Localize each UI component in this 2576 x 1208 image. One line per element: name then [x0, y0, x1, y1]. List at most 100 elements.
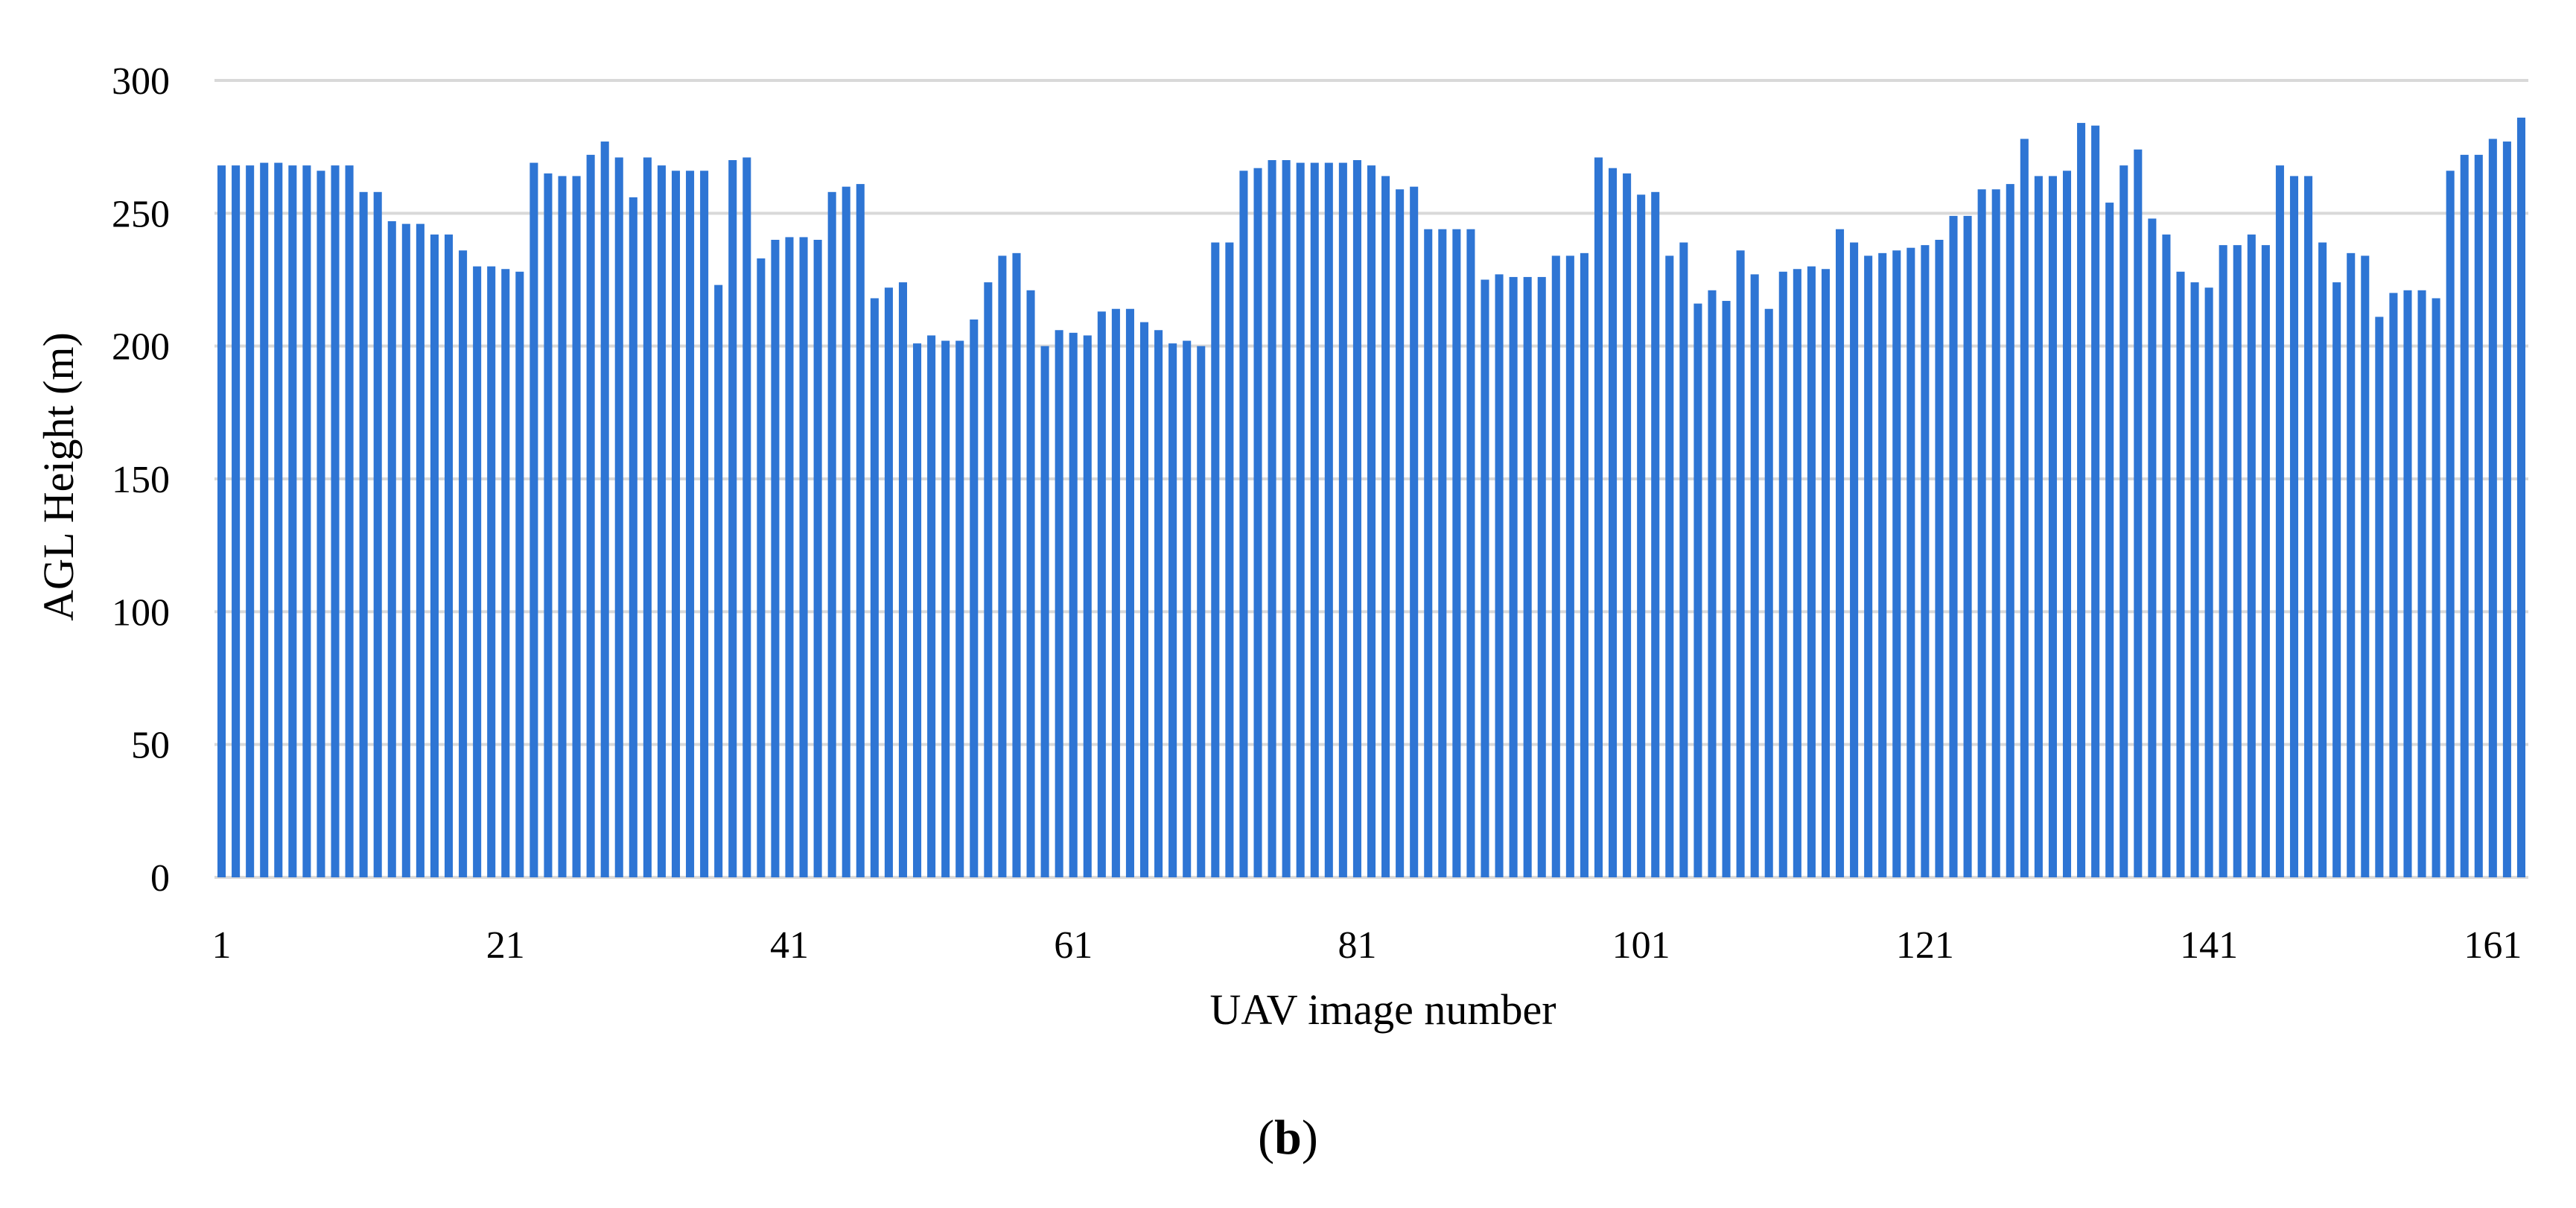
bar-82: [1367, 165, 1376, 878]
bar-163: [2516, 117, 2525, 877]
bar-83: [1381, 176, 1390, 877]
bar-103: [1665, 255, 1674, 877]
bar-48: [884, 287, 893, 877]
bar-144: [2247, 234, 2256, 877]
bar-67: [1154, 330, 1163, 877]
x-tick-label: 1: [212, 924, 232, 967]
bar-19: [473, 266, 482, 878]
bar-123: [1949, 215, 1958, 877]
bar-97: [1580, 252, 1588, 877]
bar-31: [643, 157, 652, 877]
bar-57: [1012, 252, 1021, 877]
bar-106: [1708, 290, 1717, 877]
bar-47: [870, 298, 879, 877]
bar-129: [2034, 176, 2043, 877]
bar-105: [1694, 303, 1702, 878]
bar-86: [1424, 229, 1433, 877]
bar-62: [1083, 335, 1092, 877]
x-tick-label: 141: [2180, 924, 2238, 967]
bar-73: [1239, 171, 1248, 877]
caption-open: (: [1258, 1110, 1275, 1165]
bar-49: [898, 282, 908, 878]
bar-156: [2417, 290, 2426, 877]
bar-92: [1509, 276, 1518, 877]
bar-74: [1253, 168, 1262, 877]
bar-15: [416, 223, 424, 878]
y-tick-label: 250: [112, 193, 170, 235]
bar-29: [614, 157, 623, 877]
bar-42: [799, 237, 808, 877]
figure-caption: (b): [0, 1110, 2576, 1166]
bar-113: [1807, 266, 1816, 878]
x-tick-label: 41: [770, 924, 809, 967]
bar-147: [2289, 176, 2299, 877]
caption-close: ): [1301, 1110, 1318, 1165]
x-tick-label: 81: [1338, 924, 1376, 967]
bar-23: [529, 162, 538, 878]
bar-13: [387, 221, 396, 877]
x-tick-label: 61: [1054, 924, 1093, 967]
x-tick-label: 121: [1896, 924, 1954, 967]
bar-122: [1935, 240, 1944, 877]
y-tick-label: 50: [131, 725, 170, 767]
bar-99: [1609, 168, 1618, 877]
bar-153: [2375, 317, 2384, 877]
bar-50: [913, 343, 922, 878]
bar-11: [359, 191, 368, 877]
bar-76: [1282, 160, 1291, 877]
bar-24: [544, 173, 553, 878]
bar-104: [1679, 242, 1688, 878]
bar-116: [1850, 242, 1859, 878]
bar-90: [1481, 279, 1489, 877]
bar-37: [728, 160, 737, 877]
bar-159: [2460, 154, 2469, 877]
bar-85: [1410, 186, 1419, 877]
bar-1: [217, 165, 226, 878]
bar-136: [2134, 149, 2143, 877]
bar-138: [2162, 234, 2171, 877]
bar-38: [742, 157, 751, 877]
bar-118: [1878, 252, 1887, 877]
y-axis-ticks: 0 50 100 150 200 250 300: [112, 60, 170, 900]
bar-93: [1523, 276, 1532, 877]
bar-130: [2048, 176, 2057, 877]
bar-63: [1097, 311, 1106, 877]
bar-127: [2006, 184, 2014, 878]
bar-35: [700, 171, 709, 877]
bar-3: [246, 165, 255, 878]
bar-154: [2389, 293, 2398, 877]
bar-162: [2502, 142, 2511, 878]
bar-5: [274, 162, 283, 878]
bar-30: [629, 197, 637, 877]
bar-72: [1225, 242, 1234, 878]
bar-107: [1722, 301, 1731, 877]
bar-64: [1111, 308, 1120, 877]
bar-14: [401, 223, 410, 878]
bar-22: [515, 271, 524, 877]
bar-56: [998, 255, 1007, 877]
bar-9: [331, 165, 340, 878]
bar-95: [1551, 255, 1560, 877]
y-tick-label: 200: [112, 326, 170, 369]
bar-10: [345, 165, 354, 878]
bar-139: [2176, 271, 2185, 877]
y-tick-label: 100: [112, 591, 170, 634]
bar-39: [757, 258, 766, 877]
bar-115: [1835, 229, 1845, 877]
bar-157: [2432, 298, 2440, 877]
bar-142: [2219, 245, 2227, 878]
bar-2: [232, 165, 241, 878]
bar-108: [1736, 250, 1745, 877]
bar-8: [317, 171, 325, 877]
bar-124: [1963, 215, 1972, 877]
bar-61: [1069, 332, 1078, 877]
y-axis-title: AGL Height (m): [34, 332, 83, 621]
x-axis-ticks: 1 21 41 61 81 101 121 141 161: [212, 924, 2522, 967]
bar-111: [1778, 271, 1787, 877]
bar-43: [813, 240, 822, 877]
bar-89: [1466, 229, 1475, 877]
bar-21: [501, 269, 510, 877]
bar-91: [1495, 274, 1504, 877]
bar-25: [558, 176, 567, 877]
bar-78: [1310, 162, 1319, 878]
